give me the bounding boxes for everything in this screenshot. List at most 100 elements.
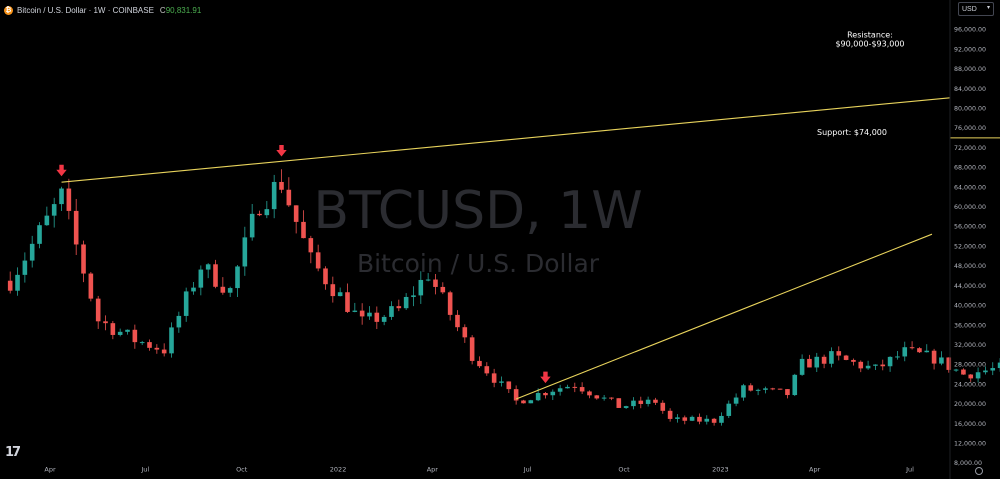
candle-body [726, 403, 732, 416]
candle-body [682, 417, 688, 421]
candle-body [895, 356, 900, 358]
candle-body [609, 397, 614, 399]
candle-body [792, 374, 798, 396]
candle-body [345, 292, 350, 312]
price-axis[interactable]: 8,000.00 12,000.00 16,000.00 20,000.00 24,00… [949, 0, 986, 479]
candle-body [337, 292, 343, 297]
candle-body [161, 349, 167, 354]
candle-body [440, 286, 446, 293]
symbol-header[interactable]: ₿ Bitcoin / U.S. Dollar · 1W · COINBASE … [4, 3, 201, 17]
price-tick-label: 52,000.00 [954, 243, 986, 250]
candle-body [953, 369, 959, 371]
candle-body [873, 364, 878, 366]
candle-body [616, 398, 622, 408]
candle-body [704, 418, 710, 422]
price-tick-label: 80,000.00 [954, 106, 986, 113]
candle-body [484, 366, 490, 374]
price-tick-label: 24,000.00 [954, 381, 986, 388]
currency-label: USD [962, 5, 977, 13]
rising-support-trendline [515, 233, 933, 400]
candle-body [191, 287, 196, 292]
candle-body [88, 273, 94, 299]
candle-body [73, 210, 79, 245]
annotations-layer: Resistance:$90,000-$93,000 Support: $74,0… [817, 31, 905, 138]
candle-body [887, 356, 893, 367]
price-tick-label: 20,000.00 [954, 401, 986, 408]
candle-body [829, 351, 834, 364]
bitcoin-logo-icon: ₿ [4, 5, 13, 15]
time-tick-label: Oct [236, 466, 248, 474]
candle-body [748, 385, 754, 391]
candle-body [667, 410, 673, 419]
candle-body [95, 298, 101, 322]
candle-body [711, 418, 717, 423]
candle-body [660, 402, 666, 411]
candle-body [770, 388, 776, 390]
candle-body [110, 323, 116, 335]
candle-body [235, 266, 240, 289]
candle-body [183, 291, 189, 316]
candle-body [381, 316, 387, 322]
candle-body [293, 205, 299, 222]
symbol-title: Bitcoin / U.S. Dollar · 1W · COINBASE [17, 5, 154, 15]
candle-body [909, 347, 915, 349]
candle-body [865, 365, 871, 369]
candle-body [587, 391, 592, 396]
candle-body [352, 310, 358, 312]
price-tick-label: 60,000.00 [954, 204, 986, 211]
candle-body [367, 312, 372, 317]
candle-body [931, 350, 937, 364]
candle-body [279, 181, 284, 190]
candle-body [425, 279, 431, 281]
time-tick-label: Jul [523, 466, 532, 474]
candle-body [579, 387, 585, 392]
price-tick-label: 68,000.00 [954, 165, 986, 172]
candle-body [880, 364, 886, 367]
price-tick-label: 16,000.00 [954, 421, 986, 428]
chevron-down-icon: ▾ [986, 5, 990, 11]
candle-body [689, 416, 695, 421]
candle-body [777, 388, 783, 390]
candle-body [227, 288, 233, 293]
time-axis[interactable]: AprJulOct2022AprJulOct2023AprJulOct2024A… [44, 466, 1000, 474]
candle-body [447, 292, 453, 315]
resistance-trendline [61, 97, 951, 183]
currency-selector[interactable]: USD ▾ [958, 2, 994, 16]
time-tick-label: Jul [140, 466, 149, 474]
candle-body [983, 370, 988, 373]
candle-body [521, 400, 526, 404]
candle-body [799, 358, 805, 375]
candle-body [147, 342, 152, 348]
price-tick-label: 36,000.00 [954, 322, 986, 329]
resistance-label-range: $90,000-$93,000 [835, 40, 904, 49]
watermark-symbol: BTCUSD, 1W [313, 181, 642, 241]
time-tick-label: Apr [44, 466, 56, 474]
candle-body [257, 213, 262, 216]
settings-gear-icon[interactable] [975, 467, 983, 475]
tradingview-logo[interactable]: 17 [5, 445, 21, 460]
price-tick-label: 76,000.00 [954, 125, 986, 132]
candle-body [469, 337, 475, 361]
candle-body [535, 393, 541, 401]
candle-body [939, 357, 944, 364]
resistance-label-title: Resistance: [847, 31, 893, 40]
candle-body [29, 243, 35, 261]
candle-body [81, 244, 86, 274]
candle-body [44, 215, 50, 226]
candle-body [51, 204, 57, 216]
candle-body [719, 415, 724, 423]
candle-body [785, 389, 790, 396]
candle-body [557, 388, 563, 392]
candle-body [601, 397, 607, 399]
candle-body [455, 314, 460, 328]
candle-body [125, 329, 130, 332]
candle-body [37, 225, 42, 244]
candle-body [205, 264, 211, 270]
candle-body [961, 369, 966, 375]
candle-body [594, 395, 600, 399]
price-tick-label: 28,000.00 [954, 362, 986, 369]
candle-body [565, 386, 570, 389]
down-arrow-icon [56, 164, 67, 177]
candle-body [550, 391, 556, 396]
